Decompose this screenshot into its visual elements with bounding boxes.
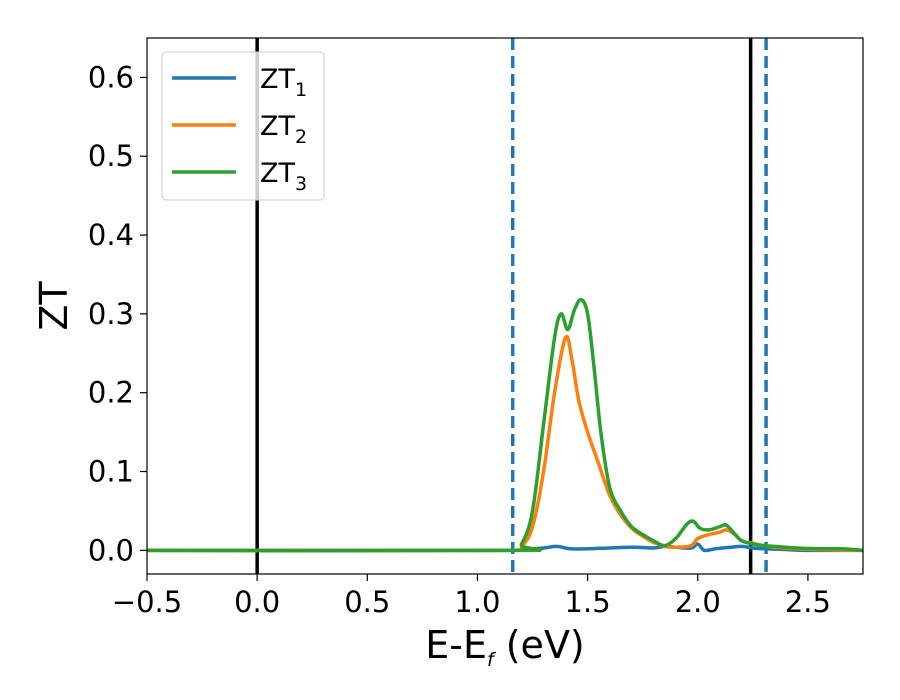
reference-lines <box>255 38 768 574</box>
x-tick-label: 0.5 <box>344 585 390 619</box>
legend-item-zt3: ZT3 <box>172 158 307 195</box>
y-axis-ticks: 0.0 0.1 0.2 0.3 0.4 0.5 0.6 <box>88 60 147 567</box>
y-tick-label: 0.0 <box>88 533 134 567</box>
series-lines <box>147 297 863 553</box>
legend-label: ZT1 <box>260 64 307 101</box>
y-tick-label: 0.1 <box>88 455 134 489</box>
legend-box <box>161 51 325 201</box>
x-axis-label-base: E-E <box>425 623 487 667</box>
x-tick-label: 1.0 <box>454 585 500 619</box>
y-tick-label: 0.4 <box>88 218 134 252</box>
legend-item-zt1: ZT1 <box>172 64 307 101</box>
x-axis-label-sub: f <box>487 649 497 671</box>
x-tick-label: 1.5 <box>565 585 611 619</box>
legend-item-zt2: ZT2 <box>172 111 307 148</box>
x-axis-label-rest: (eV) <box>494 623 585 667</box>
x-tick-label: 0.0 <box>234 585 280 619</box>
x-tick-label: 2.0 <box>675 585 721 619</box>
y-tick-label: 0.5 <box>88 139 134 173</box>
x-tick-label: 2.5 <box>785 585 831 619</box>
series-line-zt3 <box>147 297 863 553</box>
x-tick-label: −0.5 <box>112 585 182 619</box>
y-tick-label: 0.6 <box>88 60 134 94</box>
legend: ZT1 ZT2 ZT3 <box>161 51 325 201</box>
legend-label: ZT2 <box>260 111 307 148</box>
x-axis-label: E-Ef (eV) <box>425 623 585 671</box>
plot-frame <box>146 37 864 575</box>
y-axis-label: ZT <box>32 281 76 331</box>
x-axis-ticks: −0.5 0.0 0.5 1.0 1.5 2.0 2.5 <box>112 574 831 619</box>
y-tick-label: 0.2 <box>88 376 134 410</box>
y-tick-label: 0.3 <box>88 297 134 331</box>
series-line-zt2 <box>147 334 863 553</box>
legend-label: ZT3 <box>260 158 307 195</box>
